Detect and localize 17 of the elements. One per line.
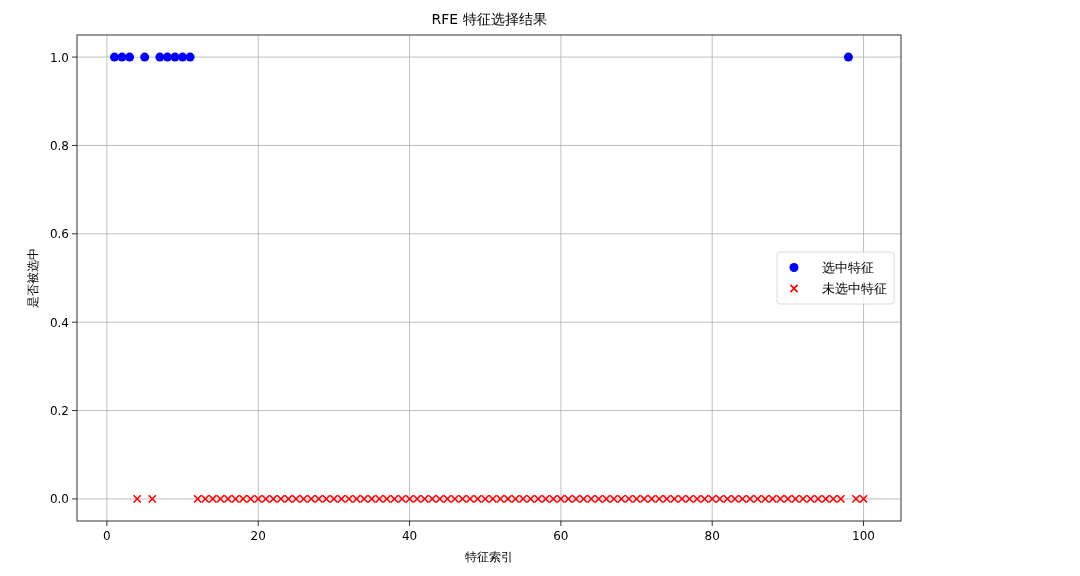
y-tick-label: 0.4	[49, 315, 69, 330]
y-tick-label: 0.6	[49, 227, 69, 242]
y-axis-title: 是否被选中	[26, 248, 40, 308]
y-tick-label: 0.0	[49, 492, 69, 507]
legend-label: 未选中特征	[822, 281, 887, 296]
x-tick-label: 0	[103, 529, 111, 543]
x-tick-label: 20	[250, 529, 266, 543]
x-tick-label: 40	[401, 529, 418, 543]
x-tick-label: 80	[704, 529, 720, 543]
x-axis-title: 特征索引	[465, 550, 513, 564]
legend-label: 选中特征	[822, 260, 874, 275]
y-tick-label: 0.8	[49, 138, 69, 153]
title: RFE 特征选择结果	[431, 11, 547, 27]
y-tick-label: 0.2	[49, 404, 69, 419]
x-tick-label: 60	[553, 529, 569, 543]
x-tick-label: 100	[852, 529, 875, 543]
y-tick-label: 1.0	[49, 50, 69, 65]
